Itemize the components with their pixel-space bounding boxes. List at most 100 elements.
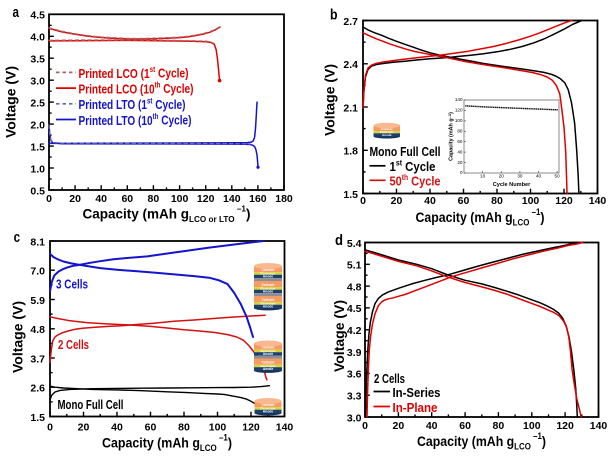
- svg-text:Cathode: Cathode: [262, 403, 275, 407]
- svg-text:Printed LCO (10th Cycle): Printed LCO (10th Cycle): [79, 81, 194, 97]
- svg-text:80: 80: [148, 193, 160, 205]
- svg-text:40: 40: [424, 195, 436, 207]
- svg-text:8.1: 8.1: [30, 236, 45, 248]
- svg-text:100: 100: [523, 420, 541, 432]
- svg-text:2.1: 2.1: [343, 102, 358, 114]
- svg-text:Electrolyte: Electrolyte: [260, 364, 276, 368]
- svg-text:1.5: 1.5: [30, 412, 45, 424]
- svg-text:Capacity (mAh gLCO –1): Capacity (mAh gLCO –1): [417, 431, 546, 452]
- svg-text:Electrolyte: Electrolyte: [260, 406, 276, 410]
- svg-text:50th Cycle: 50th Cycle: [390, 173, 441, 189]
- svg-text:2.6: 2.6: [30, 383, 45, 395]
- svg-text:4.8: 4.8: [30, 324, 45, 336]
- svg-text:60: 60: [458, 195, 470, 207]
- svg-text:Anode: Anode: [263, 305, 274, 309]
- svg-text:Anode: Anode: [263, 275, 274, 279]
- svg-text:In-Plane: In-Plane: [393, 400, 438, 415]
- svg-text:20: 20: [499, 174, 505, 179]
- svg-text:3.0: 3.0: [30, 75, 45, 87]
- svg-text:0: 0: [46, 193, 52, 205]
- svg-text:30: 30: [517, 174, 523, 179]
- svg-text:c: c: [14, 229, 21, 246]
- svg-text:3.6: 3.6: [347, 369, 362, 381]
- svg-text:20: 20: [78, 421, 90, 433]
- svg-text:Anode: Anode: [263, 367, 274, 371]
- svg-text:180: 180: [275, 193, 293, 205]
- svg-text:Electrolyte: Electrolyte: [260, 271, 276, 275]
- svg-text:3.7: 3.7: [30, 353, 45, 365]
- svg-text:Printed LTO (10th Cycle): Printed LTO (10th Cycle): [79, 112, 192, 128]
- svg-text:50: 50: [555, 174, 561, 179]
- svg-text:Electrolyte: Electrolyte: [260, 301, 276, 305]
- svg-text:0: 0: [362, 420, 368, 432]
- svg-text:80: 80: [178, 421, 190, 433]
- svg-text:Capacity (mAh gLCO –1): Capacity (mAh gLCO –1): [416, 207, 545, 228]
- svg-text:140: 140: [455, 97, 463, 102]
- svg-text:20: 20: [393, 420, 405, 432]
- svg-text:Electrolyte: Electrolyte: [260, 286, 276, 290]
- svg-text:Anode: Anode: [263, 290, 274, 294]
- svg-text:4.5: 4.5: [30, 10, 45, 22]
- svg-text:60: 60: [145, 421, 157, 433]
- svg-text:100: 100: [522, 195, 540, 207]
- svg-text:20: 20: [457, 160, 463, 165]
- svg-text:4.5: 4.5: [347, 303, 362, 315]
- svg-text:3 Cells: 3 Cells: [56, 276, 88, 291]
- svg-text:120: 120: [242, 421, 260, 433]
- svg-text:1.0: 1.0: [30, 163, 45, 175]
- svg-text:Anode: Anode: [263, 410, 274, 414]
- svg-text:0: 0: [360, 195, 366, 207]
- svg-text:120: 120: [197, 193, 215, 205]
- svg-text:Cathode: Cathode: [262, 361, 275, 365]
- svg-text:Cycle Number: Cycle Number: [493, 182, 531, 188]
- svg-text:0: 0: [460, 170, 463, 175]
- svg-text:Capacity (mAh gLCO –1): Capacity (mAh gLCO –1): [102, 433, 232, 454]
- svg-text:60: 60: [121, 193, 133, 205]
- svg-text:Voltage (V): Voltage (V): [9, 301, 25, 373]
- svg-text:Mono Full Cell: Mono Full Cell: [370, 144, 441, 159]
- svg-text:40: 40: [536, 174, 542, 179]
- svg-text:80: 80: [493, 420, 505, 432]
- svg-text:20: 20: [69, 193, 81, 205]
- svg-text:10: 10: [480, 174, 486, 179]
- svg-text:3.3: 3.3: [347, 390, 362, 402]
- svg-text:2.4: 2.4: [343, 59, 358, 71]
- svg-text:a: a: [13, 4, 20, 21]
- svg-text:40: 40: [457, 149, 463, 154]
- svg-text:7.0: 7.0: [30, 266, 45, 278]
- svg-text:2 Cells: 2 Cells: [374, 371, 405, 386]
- svg-text:80: 80: [491, 195, 503, 207]
- svg-text:Voltage (V): Voltage (V): [322, 64, 338, 136]
- svg-text:In-Series: In-Series: [393, 385, 441, 400]
- svg-text:5.9: 5.9: [30, 295, 45, 307]
- svg-text:0: 0: [47, 421, 53, 433]
- svg-text:120: 120: [455, 108, 463, 113]
- svg-text:1.5: 1.5: [30, 141, 45, 153]
- svg-text:5.4: 5.4: [347, 238, 362, 250]
- svg-text:120: 120: [555, 195, 573, 207]
- svg-text:5.1: 5.1: [347, 260, 362, 272]
- svg-text:4.0: 4.0: [30, 32, 45, 44]
- svg-text:100: 100: [171, 193, 189, 205]
- svg-text:Cathode: Cathode: [381, 127, 393, 131]
- svg-text:120: 120: [556, 420, 574, 432]
- svg-text:Printed LCO (1st Cycle): Printed LCO (1st Cycle): [79, 65, 189, 81]
- svg-text:20: 20: [391, 195, 403, 207]
- svg-text:Printed LTO (1st Cycle): Printed LTO (1st Cycle): [79, 96, 186, 112]
- svg-text:140: 140: [590, 420, 608, 432]
- svg-text:b: b: [330, 7, 338, 24]
- svg-text:60: 60: [459, 420, 471, 432]
- svg-text:Voltage (V): Voltage (V): [331, 300, 347, 372]
- svg-text:Electrolyte: Electrolyte: [380, 130, 394, 134]
- svg-text:Electrolyte: Electrolyte: [260, 349, 276, 353]
- svg-text:Mono Full Cell: Mono Full Cell: [58, 397, 124, 412]
- svg-text:40: 40: [426, 420, 438, 432]
- svg-text:Capacity (mAh g–1): Capacity (mAh g–1): [447, 112, 455, 161]
- svg-text:40: 40: [95, 193, 107, 205]
- svg-text:Anode: Anode: [263, 352, 274, 356]
- svg-text:4.8: 4.8: [347, 281, 362, 293]
- svg-text:Cathode: Cathode: [262, 298, 275, 302]
- svg-text:Anode: Anode: [382, 133, 392, 137]
- svg-text:1.5: 1.5: [343, 189, 358, 201]
- svg-text:2.0: 2.0: [30, 119, 45, 131]
